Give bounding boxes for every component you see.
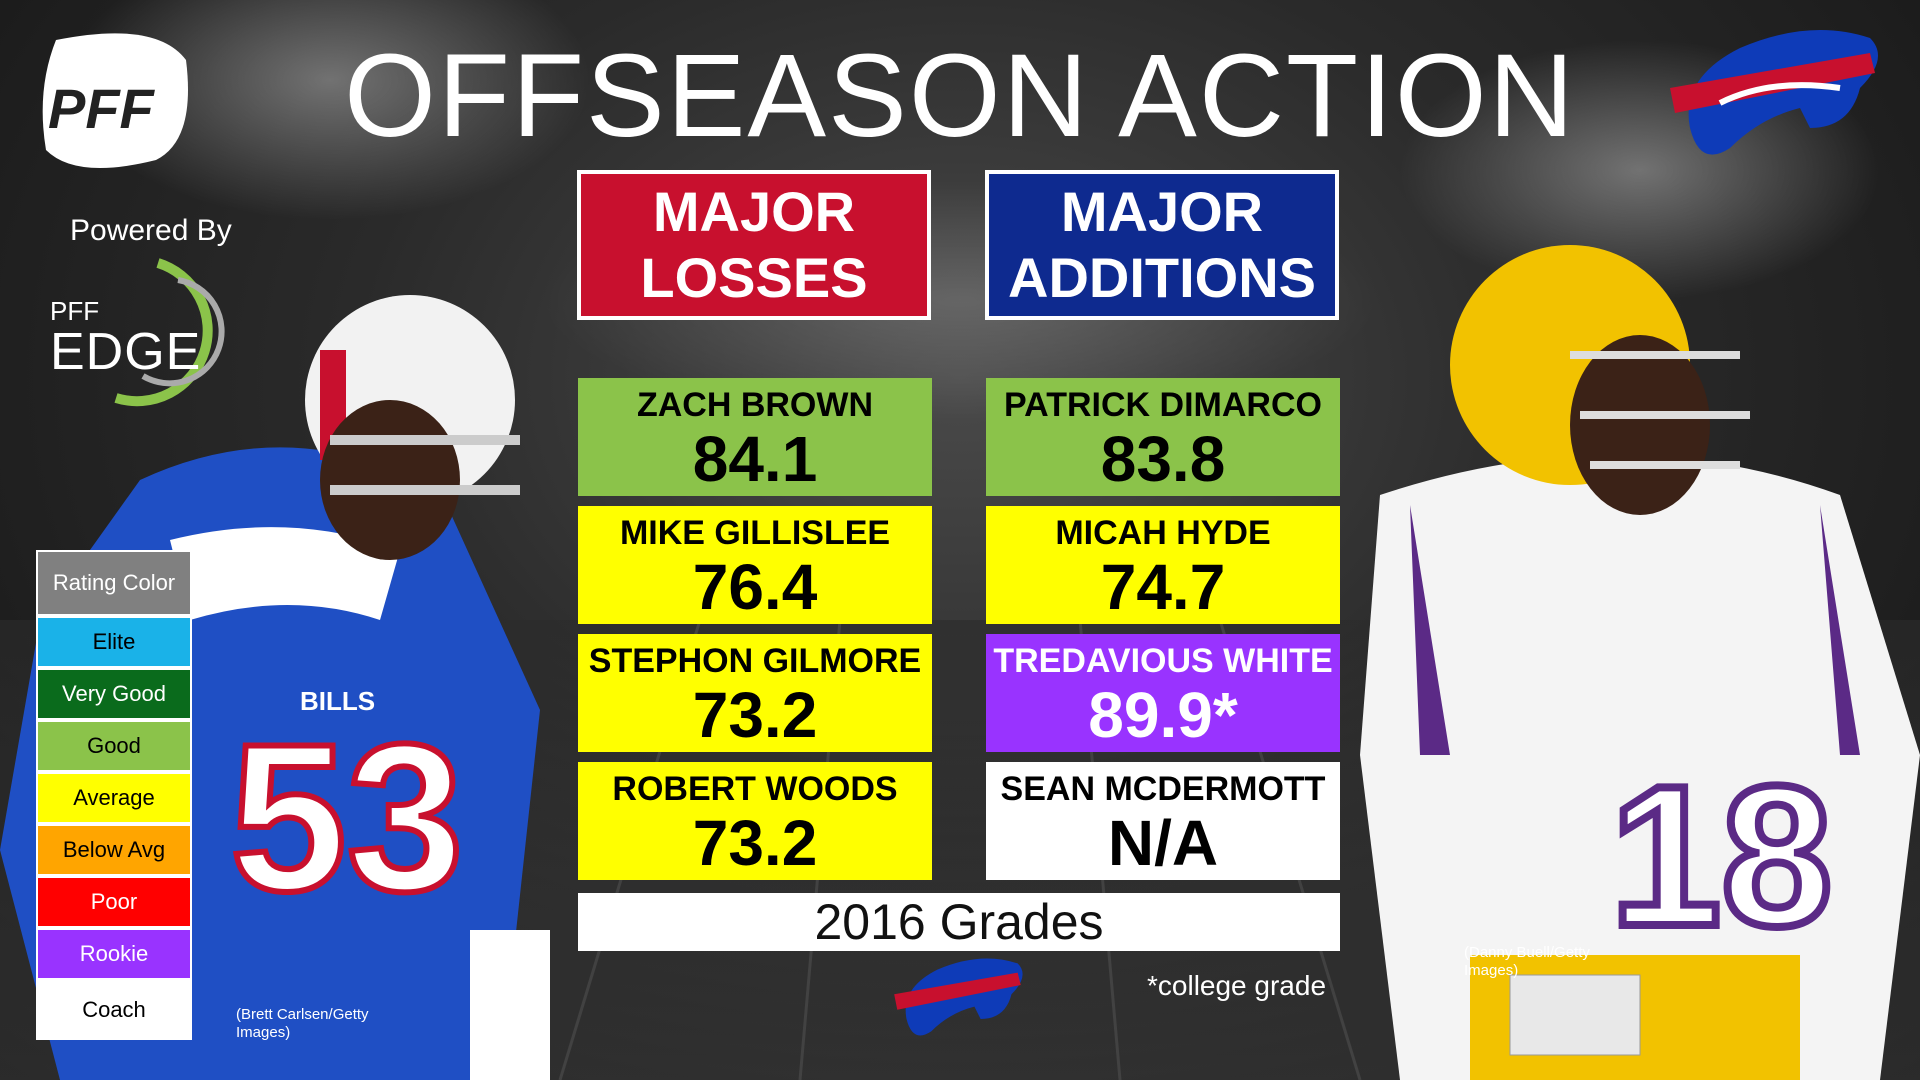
losses-header-line2: LOSSES	[640, 246, 868, 309]
player-grade: 76.4	[692, 551, 818, 623]
pff-edge-small-label: PFF	[50, 296, 100, 326]
player-name: STEPHON GILMORE	[588, 642, 922, 680]
addition-card: TREDAVIOUS WHITE 89.9*	[986, 634, 1340, 752]
player-name: MIKE GILLISLEE	[619, 514, 891, 552]
bills-logo-small	[894, 958, 1023, 1036]
addition-card: PATRICK DIMARCO 83.8	[986, 378, 1340, 496]
legend-item: Very Good	[36, 668, 192, 720]
legend-item: Elite	[36, 616, 192, 668]
player-grade: 84.1	[692, 423, 818, 495]
player-grade: 89.9*	[1088, 679, 1238, 751]
player-grade: 73.2	[692, 679, 818, 751]
major-additions-header: MAJOR ADDITIONS	[985, 170, 1339, 320]
loss-card: ZACH BROWN 84.1	[578, 378, 932, 496]
losses-header-line1: MAJOR	[652, 180, 856, 243]
legend-item: Rookie	[36, 928, 192, 980]
player-name: MICAH HYDE	[1055, 514, 1271, 552]
player-name: TREDAVIOUS WHITE	[993, 642, 1333, 680]
rating-color-legend: Rating Color Elite Very Good Good Averag…	[36, 550, 192, 1040]
svg-text:BILLS: BILLS	[300, 686, 375, 716]
page-title: OFFSEASON ACTION	[344, 30, 1576, 162]
legend-item: Coach	[36, 980, 192, 1040]
pff-logo: PFF	[42, 33, 188, 169]
right-player-photo: 18	[1360, 245, 1920, 1080]
player-name: ROBERT WOODS	[612, 770, 898, 808]
powered-by-label: Powered By	[70, 214, 232, 247]
college-grade-note: *college grade	[1147, 970, 1327, 1001]
pff-edge-ring-icon	[114, 258, 225, 407]
coach-name: SEAN MCDERMOTT	[1000, 770, 1326, 808]
player-name: PATRICK DIMARCO	[1004, 386, 1322, 424]
legend-item: Below Avg	[36, 824, 192, 876]
additions-header-line1: MAJOR	[1060, 180, 1264, 243]
svg-text:18: 18	[1610, 745, 1832, 968]
right-photo-credit: (Danny Buell/Getty Images)	[1464, 944, 1590, 979]
addition-card: MICAH HYDE 74.7	[986, 506, 1340, 624]
left-photo-credit: (Brett Carlsen/Getty Images)	[236, 1006, 369, 1041]
addition-card: SEAN MCDERMOTT N/A	[986, 762, 1340, 880]
player-grade: 73.2	[692, 807, 818, 879]
player-grade: 83.8	[1100, 423, 1226, 495]
major-losses-header: MAJOR LOSSES	[577, 170, 931, 320]
additions-header-line2: ADDITIONS	[1008, 246, 1316, 309]
player-grade: 74.7	[1100, 551, 1226, 623]
bills-logo	[1670, 30, 1878, 155]
coach-grade: N/A	[1107, 807, 1219, 879]
legend-item: Good	[36, 720, 192, 772]
svg-text:PFF: PFF	[48, 77, 156, 140]
player-name: ZACH BROWN	[636, 386, 874, 424]
loss-card: ROBERT WOODS 73.2	[578, 762, 932, 880]
legend-item: Average	[36, 772, 192, 824]
loss-card: STEPHON GILMORE 73.2	[578, 634, 932, 752]
legend-title: Rating Color	[36, 550, 192, 616]
pff-edge-label: EDGE	[50, 323, 202, 381]
loss-card: MIKE GILLISLEE 76.4	[578, 506, 932, 624]
legend-item: Poor	[36, 876, 192, 928]
svg-text:53: 53	[230, 700, 464, 935]
grades-year-label: 2016 Grades	[578, 893, 1340, 951]
